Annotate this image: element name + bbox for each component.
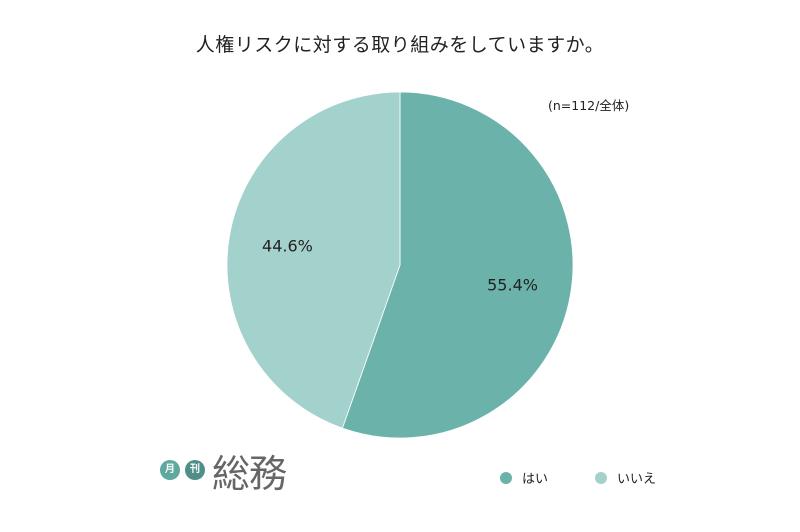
pie-label-hai: 55.4% (487, 275, 538, 294)
logo-badge-tsuki: 月 (160, 460, 180, 480)
legend-item-iie: いいえ (595, 468, 656, 487)
pie-label-iie: 44.6% (262, 237, 313, 256)
pie-slice-iie (226, 91, 401, 429)
logo-badge-kan: 刊 (185, 460, 205, 480)
gekkan-soumu-logo: 月 刊 総務 (160, 450, 290, 500)
logo-wordmark: 総務 (212, 452, 287, 496)
chart-title: 人権リスクに対する取り組みをしていますか。 (195, 34, 605, 56)
legend-swatch-hai (500, 472, 512, 484)
legend-swatch-iie (595, 472, 607, 484)
legend-label-hai: はい (522, 472, 549, 487)
legend-item-hai: はい (500, 468, 548, 487)
legend-label-iie: いいえ (617, 472, 657, 487)
sample-size-note: (n=112/全体) (548, 98, 630, 113)
